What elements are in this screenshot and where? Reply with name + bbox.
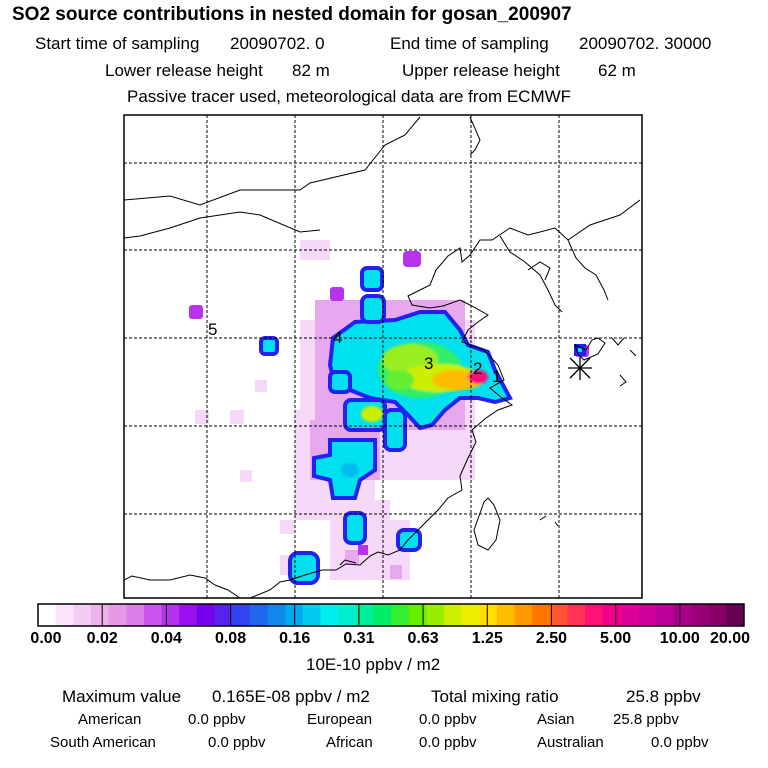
colorbar-swatch (549, 604, 568, 626)
region-value: 0.0 ppbv (419, 734, 477, 751)
colorbar-tick-label: 10.00 (659, 630, 700, 647)
colorbar-swatch (373, 604, 392, 626)
source-label-4: 4 (333, 328, 342, 347)
upper-release-label: Upper release height (402, 61, 560, 80)
total-mixing-value: 25.8 ppbv (626, 687, 701, 706)
lower-release-label: Lower release height (105, 61, 263, 80)
region-value: 0.0 ppbv (188, 711, 246, 728)
max-value-label: Maximum value (62, 687, 182, 706)
colorbar-swatch (461, 604, 480, 626)
max-value: 0.165E-08 ppbv / m2 (212, 687, 370, 706)
colorbar-swatch (479, 604, 498, 626)
colorbar-swatch (338, 604, 357, 626)
colorbar-tick-label: 1.25 (471, 630, 503, 647)
region-name: European (307, 711, 373, 728)
colorbar-swatch (108, 604, 127, 626)
region-value: 25.8 ppbv (613, 711, 679, 728)
region-value: 0.0 ppbv (419, 711, 477, 728)
map-frame (123, 114, 643, 599)
colorbar-unit: 10E-10 ppbv / m2 (306, 655, 441, 674)
colorbar-swatch (691, 604, 710, 626)
colorbar-swatch (638, 604, 657, 626)
coastlines (123, 116, 641, 599)
colorbar-swatch (126, 604, 145, 626)
colorbar-swatch (673, 604, 692, 626)
total-mixing-label: Total mixing ratio (431, 687, 559, 706)
colorbar-swatch (408, 604, 427, 626)
lower-release-value: 82 m (292, 61, 330, 80)
colorbar-tick-label: 0.02 (86, 630, 118, 647)
colorbar-swatch (285, 604, 304, 626)
colorbar-tick-label: 20.00 (709, 630, 751, 647)
colorbar-swatch (214, 604, 233, 626)
colorbar-swatch (708, 604, 727, 626)
colorbar-tick-label: 0.16 (279, 630, 311, 647)
colorbar-swatch (90, 604, 110, 626)
colorbar-swatch (143, 604, 163, 626)
source-label-2: 2 (473, 359, 482, 378)
colorbar-swatch (602, 604, 621, 626)
colorbar-tick-label: 0.04 (150, 630, 182, 647)
colorbar-swatch (391, 604, 410, 626)
receptor-star-icon (568, 356, 592, 380)
source-label-1: 1 (492, 367, 501, 386)
region-name: Asian (537, 711, 575, 728)
plume-layer (189, 240, 589, 585)
map-grid (124, 115, 642, 598)
colorbar-tick-label: 0.63 (407, 630, 439, 647)
colorbar-tick-label: 0.31 (343, 630, 375, 647)
upper-release-value: 62 m (598, 61, 636, 80)
subtitle: Passive tracer used, meteorological data… (127, 87, 572, 106)
colorbar-swatch (532, 604, 551, 626)
source-label-5: 5 (208, 320, 217, 339)
region-name: Australian (537, 734, 604, 751)
colorbar-swatch (426, 604, 445, 626)
colorbar-swatch (620, 604, 639, 626)
chart-title: SO2 source contributions in nested domai… (12, 4, 572, 25)
colorbar (37, 603, 745, 627)
region-value: 0.0 ppbv (651, 734, 709, 751)
colorbar-frame (37, 603, 745, 627)
colorbar-tick-label: 2.50 (535, 630, 568, 647)
colorbar-swatch (38, 604, 57, 626)
colorbar-swatch (567, 604, 586, 626)
colorbar-swatch (443, 604, 463, 626)
colorbar-tick-label: 0.00 (30, 630, 62, 647)
colorbar-swatch (55, 604, 74, 626)
colorbar-swatch (232, 604, 251, 626)
colorbar-swatch (514, 604, 533, 626)
colorbar-tick-label: 5.00 (600, 630, 632, 647)
region-name: American (78, 711, 142, 728)
colorbar-swatch (355, 604, 374, 626)
colorbar-swatch (196, 604, 215, 626)
colorbar-swatch (496, 604, 516, 626)
end-time-value: 20090702. 30000 (579, 34, 712, 53)
end-time-label: End time of sampling (390, 34, 549, 53)
region-name: South American (50, 734, 156, 751)
colorbar-swatch (726, 604, 745, 626)
start-time-label: Start time of sampling (35, 34, 200, 53)
colorbar-swatch (302, 604, 321, 626)
source-label-3: 3 (424, 354, 433, 373)
colorbar-swatch (179, 604, 198, 626)
colorbar-swatch (267, 604, 286, 626)
colorbar-swatch (161, 604, 180, 626)
region-name: African (326, 734, 373, 751)
colorbar-swatch (249, 604, 268, 626)
colorbar-swatch (585, 604, 604, 626)
start-time-value: 20090702. 0 (230, 34, 325, 53)
colorbar-swatch (655, 604, 674, 626)
colorbar-swatch (73, 604, 92, 626)
colorbar-swatch (320, 604, 339, 626)
colorbar-tick-label: 0.08 (214, 630, 247, 647)
region-value: 0.0 ppbv (208, 734, 266, 751)
source-labels: 1 2 3 4 5 (208, 320, 501, 386)
